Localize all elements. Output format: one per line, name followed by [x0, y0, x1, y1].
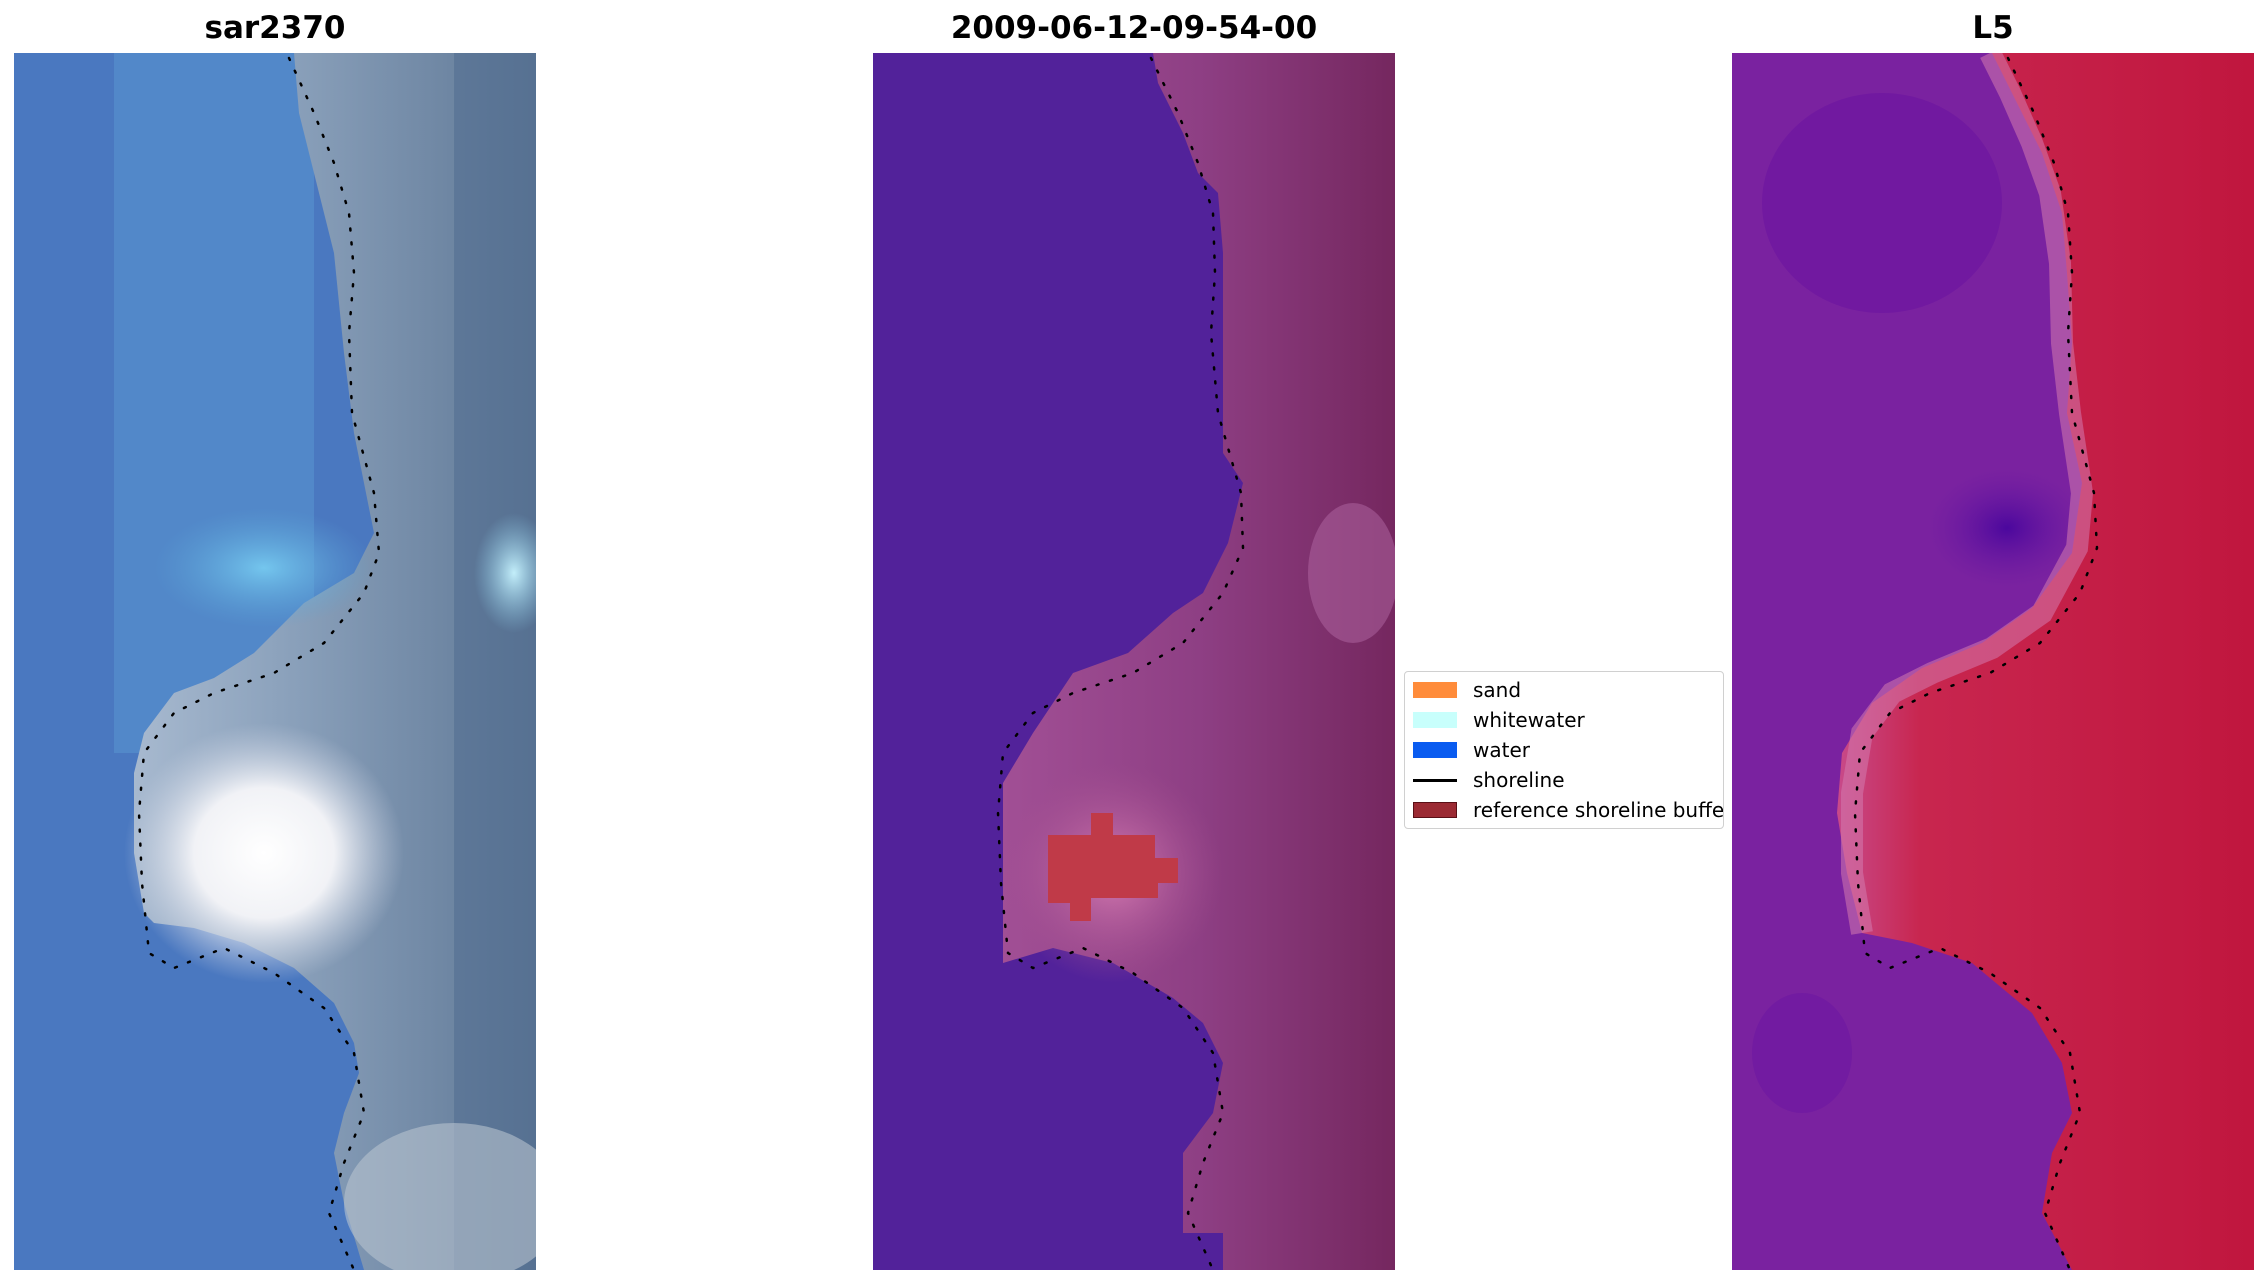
index-panel: [1732, 53, 2254, 1270]
whitewater-swatch: [1413, 712, 1457, 728]
shoreline-line: [137, 56, 381, 1270]
legend-label: reference shoreline buffer: [1473, 798, 1724, 822]
land-index-region: [1837, 53, 2254, 1270]
rgb-image: [14, 53, 536, 1270]
legend-label: shoreline: [1473, 768, 1565, 792]
land-class-region: [1003, 53, 1395, 1270]
land-region: [134, 53, 536, 1270]
panel-title-rgb: sar2370: [204, 10, 346, 46]
sand-swatch: [1413, 682, 1457, 698]
water-swatch: [1413, 742, 1457, 758]
legend-item-shoreline: shoreline: [1413, 767, 1565, 793]
legend-item-sand: sand: [1413, 677, 1521, 703]
shoreline-swatch: [1413, 778, 1457, 782]
index-image: [1732, 53, 2254, 1270]
legend-item-reference-buffer: reference shoreline buffer: [1413, 797, 1724, 823]
classification-image: [873, 53, 1395, 1270]
reference-buffer-patch: [1048, 813, 1178, 921]
whitewater-patch: [124, 723, 404, 983]
reference-buffer-swatch: [1413, 802, 1457, 818]
legend: sand whitewater water shoreline referenc…: [1404, 671, 1724, 829]
classification-panel: [873, 53, 1395, 1270]
shoreline-line: [996, 56, 1245, 1270]
legend-item-water: water: [1413, 737, 1530, 763]
rgb-image-panel: [14, 53, 536, 1270]
legend-label: water: [1473, 738, 1530, 762]
panel-title-index: L5: [1972, 10, 2014, 46]
panel-title-classification: 2009-06-12-09-54-00: [950, 10, 1318, 46]
legend-item-whitewater: whitewater: [1413, 707, 1585, 733]
legend-label: whitewater: [1473, 708, 1585, 732]
shoreline-line: [1853, 56, 2099, 1270]
legend-label: sand: [1473, 678, 1522, 702]
